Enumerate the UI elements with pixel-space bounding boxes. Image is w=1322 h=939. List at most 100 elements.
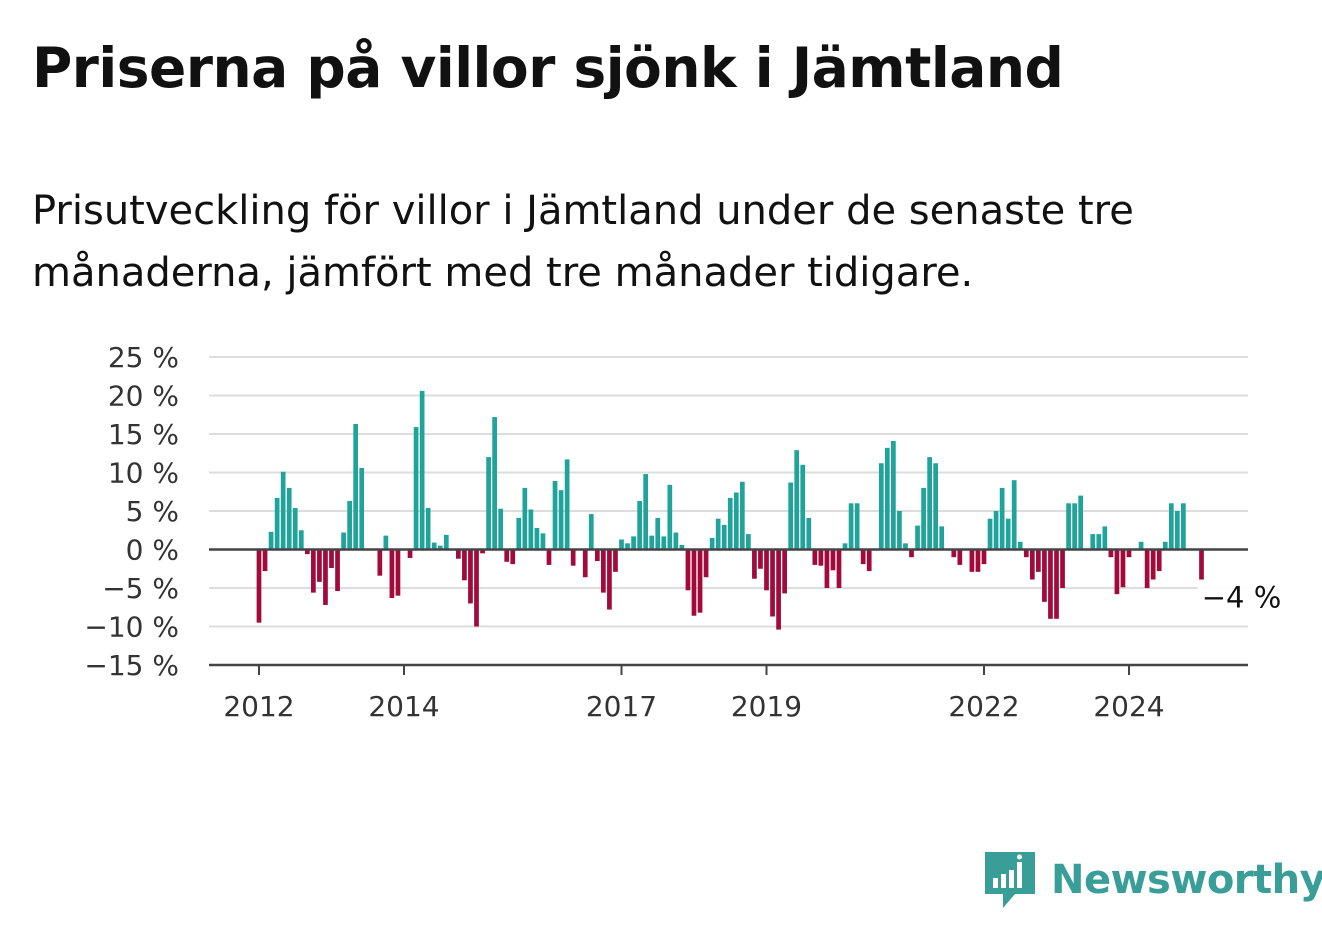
bar <box>854 503 860 550</box>
bar <box>770 549 775 617</box>
bar <box>377 549 383 576</box>
bar <box>268 531 274 550</box>
bar <box>407 549 413 558</box>
bar <box>1181 503 1186 550</box>
y-tick-label: 0 % <box>126 534 179 567</box>
bar <box>1150 549 1156 580</box>
bar <box>456 549 461 559</box>
bar <box>588 514 594 550</box>
bar <box>389 549 395 599</box>
x-tick-label: 2014 <box>368 690 439 723</box>
bar <box>836 549 842 588</box>
bar <box>274 497 280 550</box>
bar <box>582 549 588 578</box>
bar <box>987 518 993 550</box>
bar <box>1029 549 1035 580</box>
bar <box>492 417 497 550</box>
y-tick-label: 20 % <box>108 380 179 413</box>
bar <box>764 549 769 591</box>
bar <box>1168 503 1174 550</box>
bar <box>1078 495 1084 550</box>
bar <box>564 459 570 550</box>
bar <box>437 545 443 550</box>
chart-title: Priserna på villor sjönk i Jämtland <box>32 36 1064 100</box>
bar <box>1036 549 1041 572</box>
bar <box>256 549 262 623</box>
bar <box>758 549 763 569</box>
bar <box>1072 503 1077 550</box>
bar <box>703 549 709 578</box>
bar <box>280 471 286 550</box>
bar <box>298 530 304 550</box>
last-value-annotation: −4 % <box>1197 580 1286 617</box>
bar <box>462 549 467 581</box>
bar <box>643 474 649 550</box>
y-tick-label: 15 % <box>108 418 179 451</box>
bar <box>510 549 516 565</box>
bar <box>824 549 830 588</box>
bar <box>667 484 673 550</box>
bar <box>691 549 697 616</box>
bar <box>317 549 322 582</box>
bar <box>546 549 552 565</box>
bar <box>486 457 491 550</box>
bar <box>468 549 473 604</box>
bar <box>721 524 727 550</box>
bar <box>1199 549 1204 580</box>
bar <box>927 457 932 550</box>
bar <box>655 517 661 550</box>
bar <box>884 447 890 550</box>
bar <box>347 500 352 550</box>
bar <box>329 549 334 568</box>
bar <box>607 549 612 610</box>
bar <box>522 487 528 550</box>
bar <box>474 549 479 627</box>
bar <box>812 549 818 565</box>
bar <box>1023 549 1029 558</box>
bar <box>1144 549 1150 588</box>
bar <box>335 549 340 592</box>
y-tick-label: 5 % <box>126 495 179 528</box>
bar <box>528 509 534 550</box>
bar <box>878 463 884 550</box>
bar <box>1042 549 1047 602</box>
bar <box>1120 549 1126 588</box>
newsworthy-logo[interactable]: Newsworthy <box>981 848 1322 912</box>
bar <box>727 497 733 550</box>
bar <box>1126 549 1132 558</box>
bar <box>685 549 691 591</box>
newsworthy-logo-text: Newsworthy <box>1051 857 1322 903</box>
bar <box>788 482 794 550</box>
bar <box>752 549 757 579</box>
gridlines <box>209 356 1248 628</box>
bar <box>794 450 800 550</box>
bar <box>776 549 781 630</box>
last-value-background <box>1197 580 1286 617</box>
last-value-label: −4 % <box>1202 580 1282 614</box>
bar <box>311 549 316 593</box>
y-axis-labels: 25 % 20 % 15 % 10 % 5 % 0 % −5 % −10 % −15 % <box>84 341 179 682</box>
bar <box>673 532 679 550</box>
bar <box>993 511 999 550</box>
bar <box>1162 541 1168 550</box>
y-tick-label: 10 % <box>108 457 179 490</box>
bar <box>1090 534 1096 550</box>
bar <box>262 549 268 572</box>
bar <box>1138 541 1144 550</box>
bar <box>1048 549 1053 619</box>
bar <box>480 549 485 554</box>
bar <box>733 492 739 550</box>
bar <box>413 427 419 550</box>
chart-subtitle: Prisutveckling för villor i Jämtland und… <box>32 188 1134 296</box>
bar <box>425 507 431 550</box>
bar <box>1096 534 1102 550</box>
x-tick-label: 2019 <box>731 690 802 723</box>
bar <box>286 487 292 550</box>
bar <box>1066 503 1071 550</box>
bar <box>1017 541 1023 550</box>
bar <box>897 511 902 550</box>
y-tick-label: 25 % <box>108 341 179 374</box>
bar <box>679 544 685 550</box>
bar <box>594 549 600 562</box>
bar <box>516 517 522 550</box>
